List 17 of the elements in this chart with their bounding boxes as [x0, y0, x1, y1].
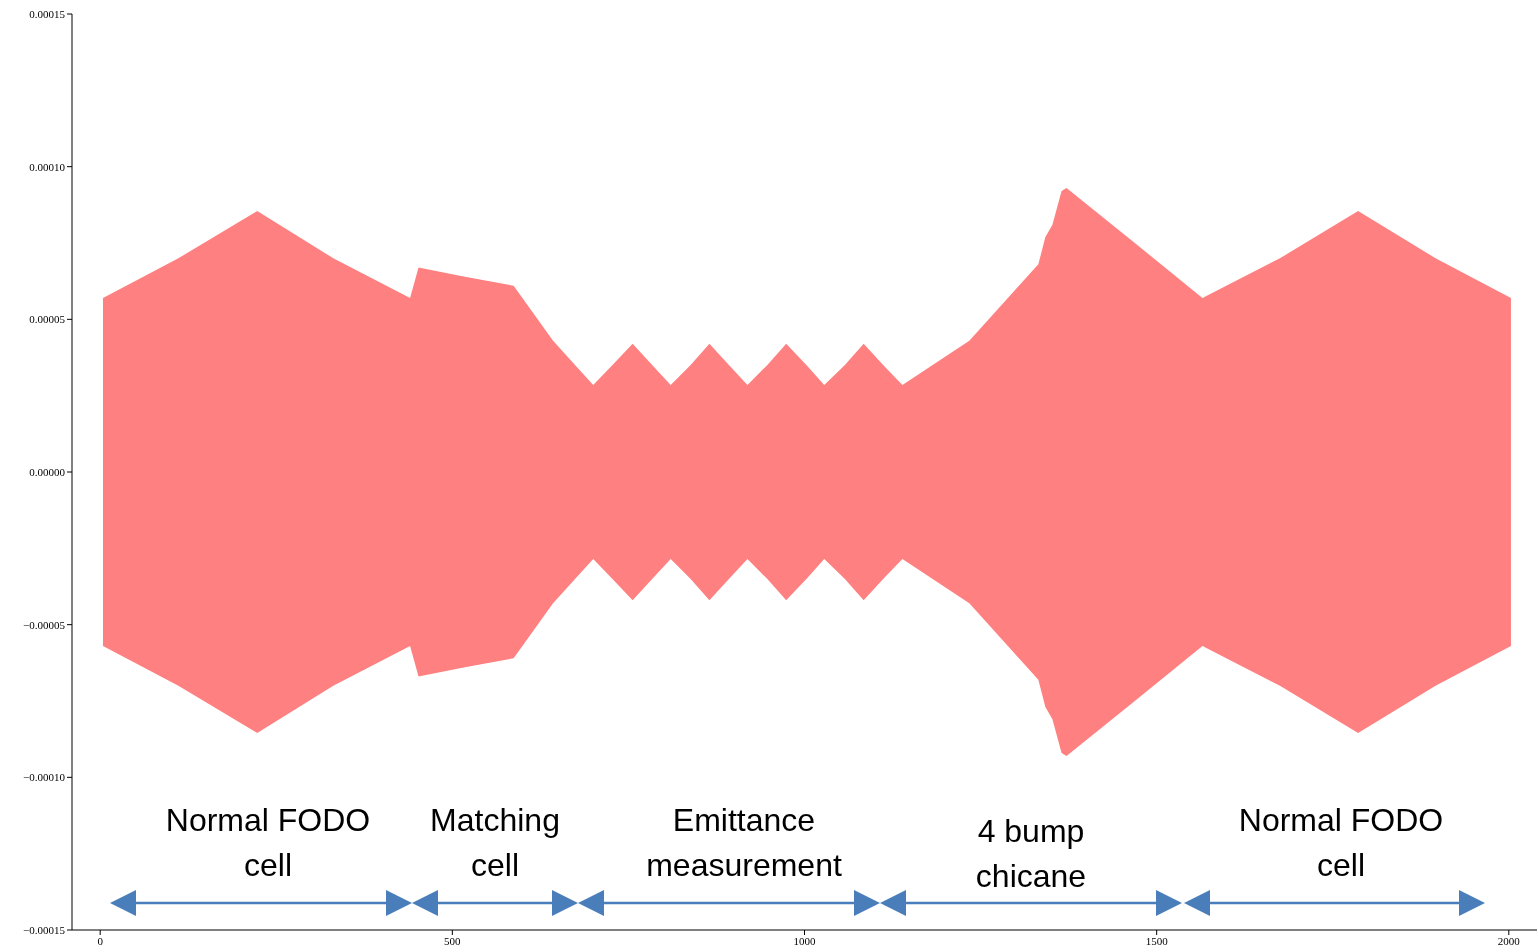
x-tick-label: 1500: [1145, 934, 1169, 947]
annotation: Normal FODO cell: [1237, 801, 1445, 885]
y-tick-label: 0.00010: [29, 160, 66, 173]
x-tick-label: 1000: [793, 934, 816, 947]
y-tick-label: −0.00005: [23, 618, 66, 631]
x-tick-label: 2000: [1497, 934, 1521, 947]
annotation: 4 bump chicane: [974, 812, 1088, 896]
annotation: Emittance measurement: [645, 801, 843, 885]
y-tick-label: −0.00010: [23, 771, 66, 784]
y-tick-label: 0.00000: [29, 465, 66, 478]
x-tick-label: 500: [444, 934, 462, 947]
x-tick-label: 0: [97, 934, 104, 947]
annotation: Normal FODO cell: [164, 801, 372, 885]
y-tick-label: 0.00015: [29, 7, 66, 20]
y-tick-label: 0.00005: [29, 313, 66, 326]
annotation: Matching cell: [429, 801, 561, 885]
y-tick-label: −0.00015: [23, 923, 66, 936]
